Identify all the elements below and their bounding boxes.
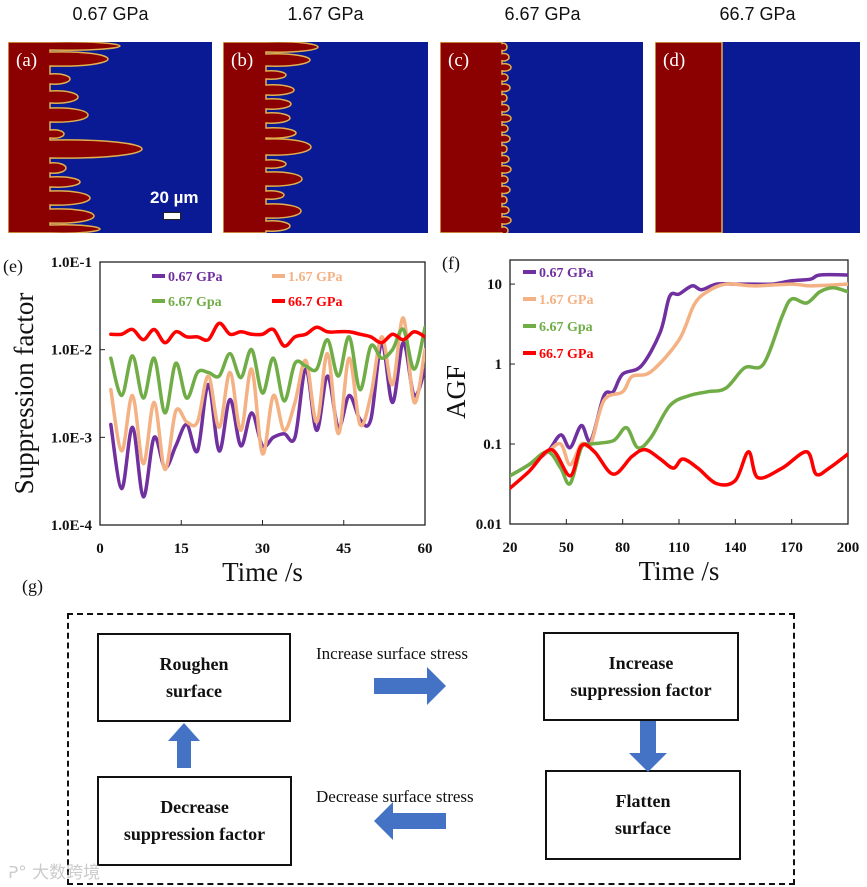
dendrite-region [655, 42, 723, 233]
x-tick-label: 140 [724, 540, 747, 556]
y-tick-label: 0.1 [483, 437, 502, 453]
x-tick-label: 80 [615, 540, 630, 556]
legend-label: 0.67 GPa [539, 266, 593, 281]
series-line-66-7-gpa [109, 321, 425, 348]
panel-label-g: (g) [22, 576, 43, 596]
y-axis-label: AGF [441, 365, 471, 419]
panel-d-title: 66.7 GPa [719, 4, 796, 24]
x-tick-label: 110 [668, 540, 690, 556]
box-line: Increase [608, 652, 674, 673]
simulation-panel-b: (b) [223, 42, 428, 233]
simulation-panel-c: (c) [440, 42, 643, 233]
panel-label-f: (f) [442, 253, 460, 273]
dendrite-region [8, 42, 143, 233]
dendrite-morphology [8, 42, 143, 233]
watermark: ᕈ° 大数跨境 [8, 863, 101, 883]
x-tick-label: 60 [418, 541, 433, 557]
legend-label: 1.67 GPa [539, 293, 593, 308]
arrow-right-icon [374, 667, 446, 705]
increase-suppression-box: Increase suppression factor [543, 632, 739, 721]
legend-label: 66.7 GPa [539, 347, 593, 362]
box-line: Flatten [615, 791, 671, 811]
diagram-arrows [168, 667, 667, 840]
simulation-panel-a: (a) 20 µm [8, 42, 212, 233]
roughen-surface-box: Roughen surface [97, 633, 291, 722]
panel-a-title: 0.67 GPa [72, 4, 149, 24]
box-line: Decrease [160, 797, 229, 817]
panel-label-e: (e) [3, 256, 23, 276]
box-line: Roughen [159, 653, 229, 674]
y-tick-label: 1.0E-4 [51, 518, 93, 534]
dendrite-region [223, 42, 319, 233]
series-line-66-7-gpa [510, 442, 848, 490]
decrease-stress-label: Decrease surface stress [316, 787, 474, 806]
series-line-1-67-gpa [109, 316, 425, 472]
dendrite-region [440, 42, 512, 233]
panel-label: (c) [448, 50, 470, 71]
panel-label: (a) [16, 50, 38, 71]
y-tick-label: 10 [487, 277, 502, 293]
x-tick-label: 0 [96, 541, 104, 557]
y-tick-label: 1.0E-3 [51, 430, 92, 446]
x-tick-label: 50 [559, 540, 574, 556]
x-tick-label: 20 [503, 540, 518, 556]
arrow-down-icon [629, 721, 667, 772]
scale-bar-label: 20 µm [150, 188, 199, 207]
increase-stress-label: Increase surface stress [316, 644, 468, 663]
y-tick-label: 0.01 [476, 517, 502, 533]
box-line: suppression factor [570, 679, 712, 700]
panel-c-title: 6.67 GPa [504, 4, 581, 24]
box-line: surface [615, 818, 671, 838]
simulation-panel-d: (d) [655, 42, 860, 233]
x-tick-label: 200 [837, 540, 860, 556]
legend-label: 6.67 Gpa [539, 320, 593, 335]
dendrite-morphology [440, 42, 512, 233]
box-line: suppression factor [123, 824, 266, 844]
dendrite-morphology [223, 42, 319, 233]
series-line-1-67-gpa [510, 282, 848, 478]
arrow-up-icon [168, 723, 200, 768]
legend-label: 1.67 GPa [288, 270, 342, 285]
panel-b-title: 1.67 GPa [287, 4, 364, 24]
scale-bar [163, 212, 181, 220]
arrow-left-icon [374, 802, 446, 840]
box-line: surface [166, 680, 222, 701]
y-axis-label: Suppression factor [9, 293, 39, 495]
x-tick-label: 15 [174, 541, 189, 557]
y-tick-label: 1.0E-1 [51, 255, 92, 271]
legend-label: 0.67 GPa [168, 270, 222, 285]
y-tick-label: 1.0E-2 [51, 343, 92, 359]
panel-label: (d) [663, 50, 686, 71]
x-tick-label: 170 [780, 540, 803, 556]
x-axis-label: Time /s [222, 557, 303, 587]
legend-label: 66.7 GPa [288, 295, 342, 310]
x-tick-label: 30 [255, 541, 270, 557]
decrease-suppression-box: Decrease suppression factor [97, 776, 292, 866]
x-tick-label: 45 [336, 541, 351, 557]
diagram-frame [67, 613, 795, 885]
dendrite-morphology [655, 42, 723, 233]
x-axis-label: Time /s [639, 556, 720, 586]
flatten-surface-box: Flatten surface [545, 770, 741, 860]
legend-label: 6.67 Gpa [168, 295, 222, 310]
series-line-6-67-gpa [109, 325, 425, 415]
charts: 0 15 30 45 60 1.0E-1 1.0E-2 1.0E-3 1.0E-4 Time /s… [9, 255, 860, 587]
y-tick-label: 1 [495, 357, 503, 373]
panel-label: (b) [231, 50, 254, 71]
